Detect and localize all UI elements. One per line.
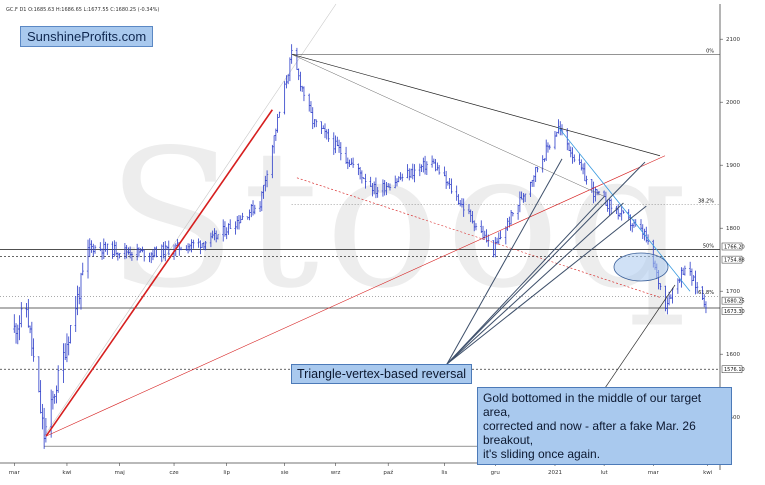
convergence-line xyxy=(446,202,624,365)
gold-callout-line: Gold bottomed in the middle of our targe… xyxy=(483,391,702,419)
x-tick-label: kwi xyxy=(62,470,72,476)
chart-header: GC.F D1 O:1685.63 H:1686.65 L:1677.55 C:… xyxy=(6,7,159,13)
x-tick-label: maj xyxy=(114,470,125,476)
gold-callout-line: it's sliding once again. xyxy=(483,447,601,461)
price-tag: 1673.30 xyxy=(724,309,745,315)
price-tag-box xyxy=(721,255,743,264)
price-tag-box xyxy=(721,296,743,305)
x-tick-label: cze xyxy=(169,470,179,476)
price-tag: 1766.20 xyxy=(724,244,745,250)
y-tick-label: 2000 xyxy=(726,100,740,106)
triangle-upper-line xyxy=(291,53,661,157)
x-tick-label: mar xyxy=(648,470,660,476)
y-tick-label: 1500 xyxy=(726,415,740,421)
target-area-ellipse xyxy=(613,252,669,282)
price-tag: 1576.10 xyxy=(724,367,745,373)
x-tick-label: 2021 xyxy=(548,470,562,476)
y-tick-label: 1800 xyxy=(726,226,740,232)
x-tick-label: mar xyxy=(9,470,21,476)
x-tick-label: paź xyxy=(383,469,393,476)
x-tick-label: lip xyxy=(223,470,230,476)
fib-level-label: 0% xyxy=(706,48,714,54)
uptrend-line xyxy=(45,109,274,437)
price-tag-box xyxy=(721,242,743,251)
brand-logo: SunshineProfits.com xyxy=(20,26,154,47)
price-tag: 1680.25 xyxy=(724,298,745,304)
fib-level-label: 50% xyxy=(703,243,714,249)
triangle-upper-line-2 xyxy=(291,54,606,197)
y-tick-label: 1600 xyxy=(726,352,740,358)
x-tick-label: lut xyxy=(601,470,609,476)
convergence-line xyxy=(446,196,605,365)
fib-level-label: 61.8% xyxy=(698,290,714,296)
x-tick-label: sie xyxy=(281,470,289,476)
convergence-line xyxy=(446,205,647,365)
downtrend-line xyxy=(558,127,691,292)
convergence-line xyxy=(446,161,646,365)
convergence-line xyxy=(446,158,563,365)
callout-pointer xyxy=(604,284,676,389)
uptrend-line-thin xyxy=(46,155,666,437)
y-tick-label: 1900 xyxy=(726,163,740,169)
watermark: Stooq xyxy=(107,109,694,330)
price-tag-box xyxy=(721,365,743,374)
fib-level-label: 38.2% xyxy=(698,198,714,204)
x-tick-label: lis xyxy=(441,470,447,476)
guide-line xyxy=(43,3,337,437)
price-tag: 1754.88 xyxy=(724,257,745,263)
gold-callout-line: corrected and now - after a fake Mar. 26… xyxy=(483,419,696,447)
y-tick-label: 2100 xyxy=(726,37,740,43)
x-tick-label: kwi xyxy=(703,470,713,476)
x-tick-label: wrz xyxy=(331,470,341,476)
gold-callout: Gold bottomed in the middle of our targe… xyxy=(477,387,732,465)
triangle-callout: Triangle-vertex-based reversal xyxy=(291,364,473,384)
y-tick-label: 1700 xyxy=(726,289,740,295)
x-tick-label: gru xyxy=(491,470,500,476)
price-tag-box xyxy=(721,307,743,315)
